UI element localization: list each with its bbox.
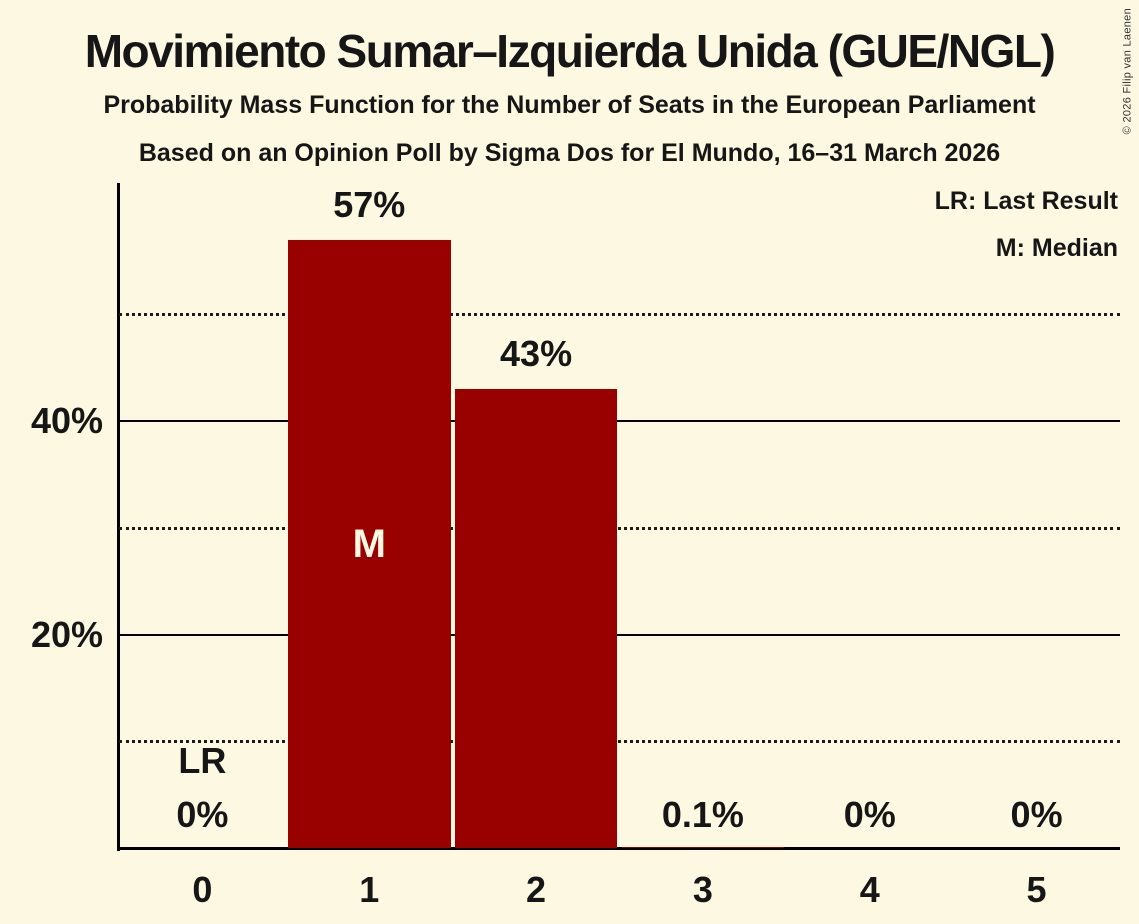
x-tick-label-4: 4 [859, 869, 880, 910]
gridline-dotted-10 [119, 740, 1120, 744]
bar-value-label-1: 57% [333, 183, 406, 225]
gridline-dotted-50 [119, 313, 1120, 317]
bar-value-label-0: 0% [176, 794, 229, 835]
plot-area: 0% LR 57% M 43% 0.1% 0% 0% [119, 183, 1120, 848]
y-tick-label-20: 20% [30, 613, 103, 655]
x-axis-line [117, 847, 1120, 850]
chart-subtitle-poll: Based on an Opinion Poll by Sigma Dos fo… [138, 139, 1001, 167]
bar-seat-2 [454, 389, 618, 848]
bar-value-label-5: 0% [1010, 794, 1063, 835]
copyright-notice: © 2026 Filip van Laenen [1121, 8, 1133, 135]
bar-seat-1 [287, 239, 451, 848]
legend-median: M: Median [995, 234, 1118, 262]
bar-value-label-3: 0.1% [661, 794, 744, 835]
last-result-marker: LR [178, 740, 227, 781]
bar-seat-3 [621, 846, 785, 848]
gridline-solid-40 [119, 420, 1120, 423]
bar-value-label-4: 0% [843, 794, 896, 835]
median-marker: M [352, 521, 386, 566]
bar-value-label-2: 43% [500, 333, 573, 375]
y-tick-label-40: 40% [30, 400, 103, 442]
x-tick-label-0: 0 [192, 869, 213, 910]
y-axis-line [117, 183, 120, 851]
chart-subtitle-pmf: Probability Mass Function for the Number… [103, 91, 1036, 119]
x-tick-label-1: 1 [359, 869, 380, 910]
gridline-dotted-30 [119, 526, 1120, 530]
gridline-solid-20 [119, 633, 1120, 636]
legend-last-result: LR: Last Result [934, 187, 1118, 215]
x-tick-label-2: 2 [526, 869, 547, 910]
x-tick-label-5: 5 [1026, 869, 1047, 910]
chart-title: Movimiento Sumar–Izquierda Unida (GUE/NG… [84, 25, 1056, 77]
x-tick-label-3: 3 [692, 869, 713, 910]
